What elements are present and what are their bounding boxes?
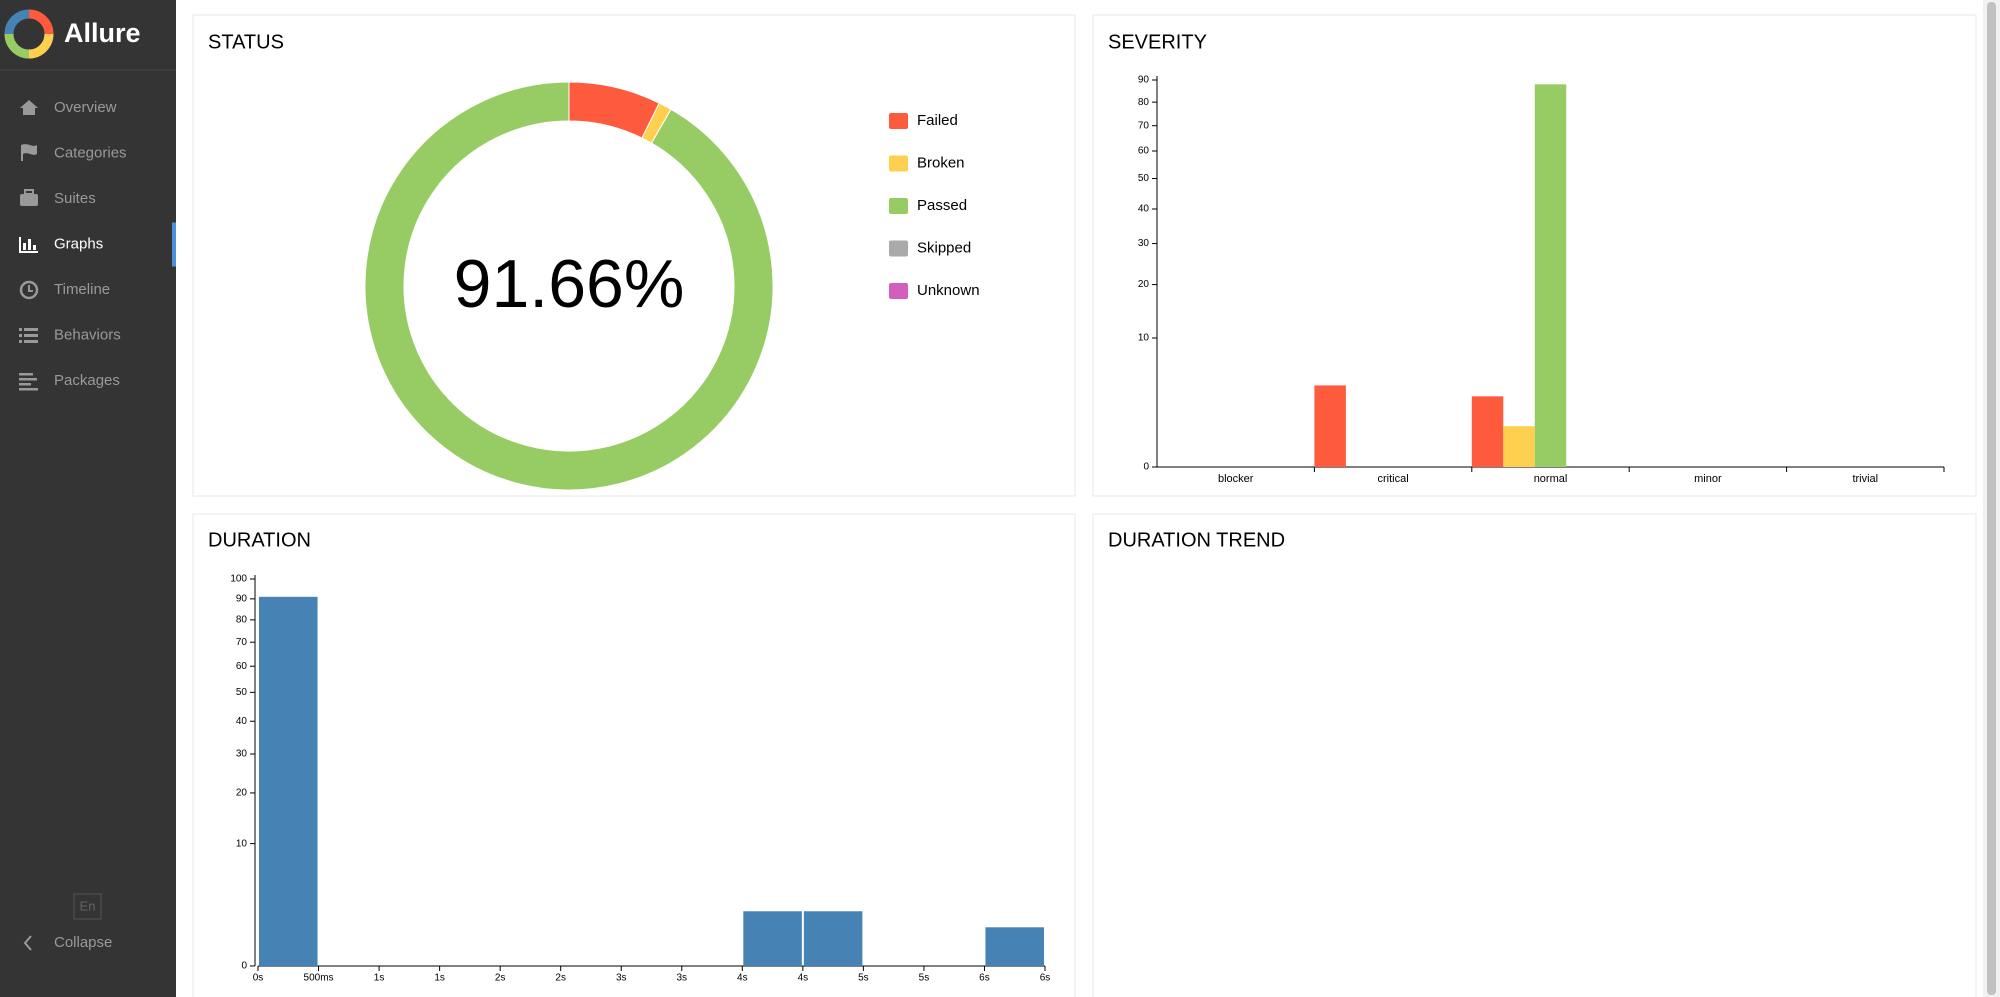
- legend-swatch: [889, 283, 908, 299]
- x-tick-label: 2s: [555, 973, 566, 984]
- icon-flag: [21, 144, 37, 161]
- chart-title: STATUS: [208, 31, 284, 53]
- nav-item[interactable]: Behaviors: [54, 326, 121, 343]
- icon-home: [20, 100, 38, 115]
- chart-title: DURATION TREND: [1108, 529, 1285, 551]
- active-indicator: [172, 222, 176, 267]
- chart-title: DURATION: [208, 529, 311, 551]
- icon-packages: [19, 373, 38, 391]
- card-duration-trend: [1092, 513, 1977, 997]
- nav-item[interactable]: Overview: [54, 99, 117, 116]
- legend-swatch: [889, 155, 908, 172]
- legend-label: Unknown: [917, 282, 980, 299]
- y-tick-label: 0: [1143, 462, 1149, 473]
- icon-graphs: [19, 237, 38, 253]
- x-tick-label: 1s: [434, 973, 445, 984]
- language-box[interactable]: [73, 893, 102, 920]
- legend-label: Passed: [917, 197, 967, 214]
- x-tick-label: 5s: [858, 973, 869, 984]
- y-tick-label: 70: [236, 637, 248, 648]
- x-tick-label: 500ms: [304, 973, 334, 984]
- y-tick-label: 90: [1138, 75, 1150, 86]
- y-tick-label: 10: [236, 838, 248, 849]
- y-tick-label: 90: [236, 594, 248, 605]
- y-tick-label: 20: [1138, 279, 1150, 290]
- x-tick-label: 3s: [676, 973, 687, 984]
- y-tick-label: 100: [230, 574, 247, 585]
- chart-title: SEVERITY: [1108, 31, 1207, 53]
- language[interactable]: En: [80, 898, 96, 913]
- y-tick-label: 70: [1138, 120, 1150, 131]
- x-tick-label: 6s: [1040, 973, 1051, 984]
- x-tick-label: trivial: [1852, 473, 1878, 485]
- y-tick-label: 40: [1138, 204, 1150, 215]
- bar: [259, 596, 318, 966]
- x-tick-label: 6s: [979, 973, 990, 984]
- icon-list: [19, 328, 38, 343]
- nav-item[interactable]: Suites: [54, 190, 96, 207]
- y-tick-label: 10: [1138, 333, 1150, 344]
- x-tick-label: critical: [1378, 473, 1409, 485]
- bar: [1314, 385, 1346, 467]
- x-tick-label: blocker: [1218, 473, 1254, 485]
- x-tick-label: 2s: [495, 973, 506, 984]
- icon-suitcase: [20, 194, 38, 206]
- sidebar: [0, 0, 176, 997]
- logo-icon: [4, 9, 54, 59]
- y-tick-label: 80: [236, 614, 248, 625]
- logo-text: Allure: [64, 18, 141, 48]
- icon-suitcase-handle: [24, 189, 34, 195]
- center-label: 91.66%: [454, 246, 685, 322]
- collapse-icon[interactable]: [23, 935, 32, 951]
- legend-swatch: [889, 113, 908, 129]
- nav-item[interactable]: Graphs: [54, 235, 103, 252]
- x-tick-label: normal: [1534, 473, 1568, 485]
- y-tick-label: 40: [236, 716, 248, 727]
- x-tick-label: 4s: [798, 973, 809, 984]
- x-tick-label: minor: [1694, 473, 1722, 485]
- nav-item[interactable]: Packages: [54, 372, 120, 389]
- bar: [985, 927, 1044, 966]
- pie-slice: [364, 81, 774, 491]
- bar: [743, 911, 802, 966]
- x-tick-label: 5s: [919, 973, 930, 984]
- legend-label: Broken: [917, 154, 965, 171]
- bar: [1471, 396, 1504, 467]
- nav-item[interactable]: Timeline: [54, 281, 110, 298]
- cards: [192, 14, 1977, 997]
- legend-label: Failed: [917, 112, 958, 129]
- legend-swatch: [889, 198, 908, 214]
- y-tick-label: 80: [1138, 97, 1150, 108]
- collapse[interactable]: Collapse: [54, 934, 112, 951]
- card-severity: [1092, 14, 1977, 497]
- legend-label: Skipped: [917, 239, 971, 256]
- nav-icons: [19, 100, 39, 391]
- icon-clock: [19, 280, 39, 300]
- nav-item[interactable]: Categories: [54, 144, 127, 161]
- x-tick-label: 1s: [374, 973, 385, 984]
- legend-swatch: [889, 240, 908, 257]
- y-tick-label: 50: [236, 687, 248, 698]
- bar: [1534, 84, 1567, 467]
- y-tick-label: 30: [236, 749, 248, 760]
- bar: [803, 911, 863, 966]
- y-tick-label: 60: [236, 661, 248, 672]
- y-tick-label: 20: [236, 788, 248, 799]
- y-tick-label: 60: [1138, 146, 1150, 157]
- x-tick-label: 3s: [616, 973, 627, 984]
- bar: [1503, 426, 1535, 467]
- icon-clock-hands: [28, 285, 33, 292]
- y-tick-label: 30: [1138, 238, 1150, 249]
- y-tick-label: 50: [1138, 173, 1150, 184]
- scrollbar-thumb[interactable]: [1987, 2, 1996, 995]
- card-duration: [192, 513, 1076, 997]
- y-tick-label: 0: [241, 961, 247, 972]
- x-tick-label: 4s: [737, 973, 748, 984]
- x-tick-label: 0s: [253, 973, 264, 984]
